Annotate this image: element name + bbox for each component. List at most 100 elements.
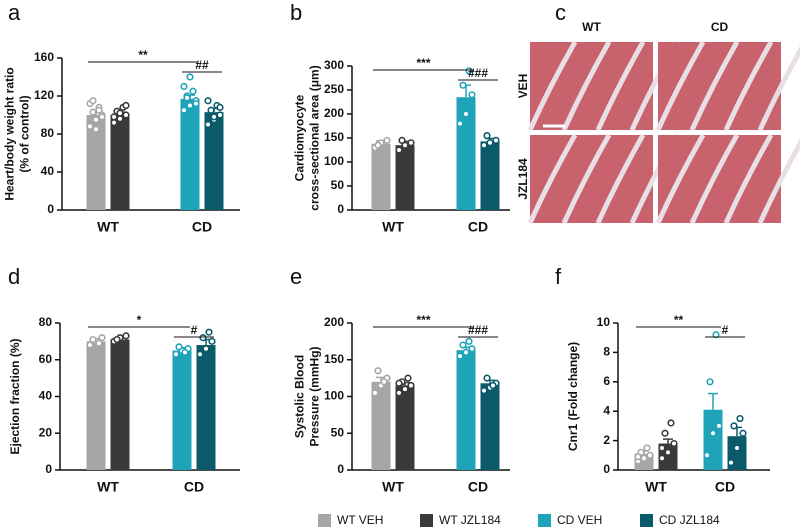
y-tick-label: 40	[41, 164, 55, 178]
data-point	[664, 448, 672, 456]
panel-letter: a	[8, 0, 21, 25]
y-tick-label: 2	[603, 433, 610, 447]
y-axis-label-line: Ejection fraction (%)	[8, 338, 22, 454]
y-tick-label: 150	[324, 130, 344, 144]
data-point	[401, 385, 409, 393]
x-tick-label: CD	[192, 219, 212, 235]
data-point	[383, 136, 391, 144]
y-tick-label: 200	[324, 315, 344, 329]
data-point	[480, 387, 488, 395]
y-tick-label: 160	[34, 50, 54, 64]
y-axis-label: Ejection fraction (%)	[8, 338, 22, 454]
significance-label: ##	[195, 58, 209, 72]
significance-label: ***	[416, 313, 430, 327]
data-point	[113, 335, 121, 344]
data-point	[658, 444, 666, 452]
data-point	[407, 381, 415, 390]
data-point	[465, 67, 473, 75]
tissue-gap	[689, 133, 740, 225]
data-point	[95, 106, 103, 114]
data-point	[95, 339, 103, 347]
bar	[480, 383, 500, 470]
x-tick-label: WT	[382, 479, 404, 495]
y-axis-label-line: cross-sectional area (μm)	[308, 65, 322, 210]
data-point	[204, 97, 212, 105]
significance-label: **	[138, 48, 148, 62]
y-tick-label: 6	[603, 374, 610, 388]
data-point	[395, 389, 403, 397]
data-point	[462, 110, 470, 118]
data-point	[208, 337, 216, 345]
data-point	[89, 335, 97, 344]
data-point	[640, 454, 648, 462]
bar	[395, 145, 415, 210]
legend-label: CD JZL184	[659, 513, 720, 527]
data-point	[374, 367, 382, 375]
legend-swatch	[318, 514, 331, 527]
data-point	[401, 141, 409, 149]
data-point	[468, 91, 476, 99]
data-point	[122, 332, 130, 340]
tissue-gap	[655, 133, 706, 225]
bar	[703, 409, 723, 470]
y-axis-label: Cardiomyocytecross-sectional area (μm)	[293, 65, 322, 210]
legend-label: WT JZL184	[439, 513, 501, 527]
bar	[110, 339, 130, 470]
data-point	[374, 141, 382, 149]
y-tick-label: 80	[41, 126, 55, 140]
data-point	[186, 101, 194, 110]
bar	[196, 345, 216, 470]
y-tick-label: 8	[603, 345, 610, 359]
data-point	[183, 94, 191, 102]
legend-swatch	[420, 514, 433, 527]
tissue-gap	[527, 40, 578, 132]
data-point	[216, 103, 224, 111]
y-tick-label: 0	[45, 462, 52, 476]
data-point	[730, 422, 738, 430]
data-point	[116, 109, 124, 117]
data-point	[110, 113, 118, 121]
bar	[180, 98, 200, 210]
y-tick-label: 0	[337, 462, 344, 476]
y-tick-label: 250	[324, 82, 344, 96]
bar	[110, 115, 130, 210]
panel-letter: d	[8, 264, 20, 289]
data-point	[727, 459, 735, 467]
y-tick-label: 120	[34, 88, 54, 102]
data-point	[465, 337, 473, 345]
data-point	[172, 350, 180, 358]
bar	[395, 385, 415, 470]
legend-label: CD VEH	[557, 513, 602, 527]
data-point	[483, 374, 491, 382]
legend-swatch	[640, 514, 653, 527]
data-point	[486, 139, 494, 147]
bar	[86, 115, 106, 210]
y-tick-label: 150	[324, 352, 344, 366]
data-point	[86, 122, 94, 130]
y-tick-label: 100	[324, 154, 344, 168]
data-point	[462, 348, 470, 357]
data-point	[703, 451, 711, 459]
data-point	[489, 381, 497, 390]
data-point	[175, 343, 183, 351]
data-point	[480, 141, 488, 149]
y-tick-label: 10	[597, 315, 611, 329]
bar	[172, 350, 192, 470]
data-point	[192, 99, 200, 108]
data-point	[216, 111, 224, 119]
data-point	[706, 378, 714, 386]
y-axis-label: Heart/body weight ratio(% of control)	[3, 67, 32, 200]
x-tick-label: CD	[184, 479, 204, 495]
data-point	[715, 422, 723, 430]
data-point	[712, 331, 720, 339]
data-point	[180, 82, 188, 91]
data-point	[205, 328, 213, 336]
y-tick-label: 0	[603, 462, 610, 476]
data-point	[404, 374, 412, 382]
data-point	[204, 120, 212, 129]
data-point	[180, 106, 188, 114]
data-point	[116, 115, 124, 123]
data-point	[122, 101, 130, 110]
data-point	[380, 378, 388, 386]
data-point	[492, 136, 500, 144]
